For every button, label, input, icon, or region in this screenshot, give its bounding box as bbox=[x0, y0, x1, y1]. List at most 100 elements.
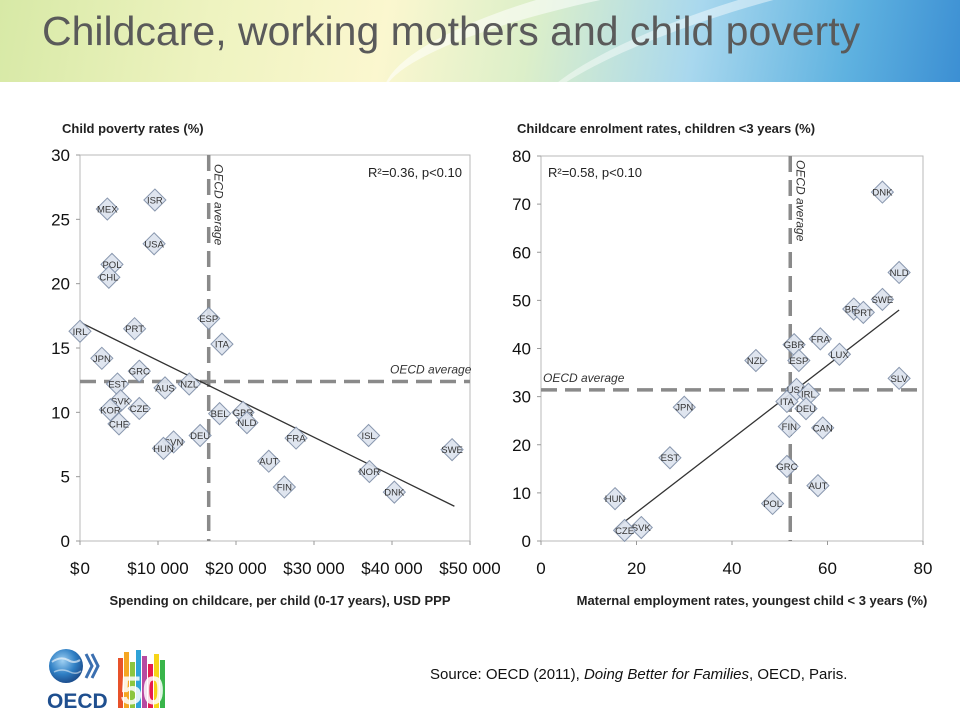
chart1-point-marker bbox=[122, 316, 147, 341]
chart2-point-marker bbox=[612, 518, 637, 543]
chart2-x-tick-label: 20 bbox=[627, 559, 646, 578]
chart1-point-marker bbox=[127, 359, 151, 383]
chart1-point-marker bbox=[127, 396, 151, 421]
chart1-point-marker bbox=[272, 475, 297, 499]
chart2-point-marker bbox=[777, 414, 802, 439]
chart1-point-label: JPN bbox=[93, 354, 111, 365]
chart1-point-label: ISL bbox=[361, 431, 375, 442]
chart1-point-label: FIN bbox=[277, 482, 292, 493]
chart2-point-label: AUT bbox=[808, 481, 827, 492]
chart2-x-tick-label: 80 bbox=[914, 559, 933, 578]
chart2-point-label: GBR bbox=[784, 340, 805, 351]
chart2-plot-area bbox=[540, 155, 924, 542]
chart1-y-tick-label: 0 bbox=[61, 532, 70, 551]
chart1-x-tick-label: $10 000 bbox=[127, 559, 188, 578]
chart2-point-label: CZE bbox=[615, 526, 634, 537]
chart2-point-label: PRT bbox=[854, 308, 873, 319]
chart1-point-marker bbox=[210, 332, 234, 356]
chart1-point-label: MEX bbox=[97, 205, 118, 216]
chart2-point-marker bbox=[775, 389, 799, 414]
chart2-point-label: CAN bbox=[813, 423, 833, 434]
chart1-point-marker bbox=[207, 401, 232, 426]
chart2-point-label: SVK bbox=[632, 523, 652, 534]
chart1-point-label: GBR bbox=[233, 408, 254, 419]
chart2-oecd-average-label-v: OECD average bbox=[793, 160, 807, 242]
logo-number: 50 bbox=[120, 669, 165, 712]
chart2-point-marker bbox=[851, 300, 876, 325]
chart1-point-label: CHE bbox=[109, 419, 129, 430]
chart1-point-marker bbox=[90, 346, 114, 371]
chart1-point-label: BEL bbox=[211, 409, 229, 420]
globe-icon bbox=[49, 649, 83, 683]
chart1-point-label: NZL bbox=[180, 380, 198, 391]
chart1-point-label: ISR bbox=[147, 196, 163, 207]
chart1-point-label: SVK bbox=[111, 396, 131, 407]
chart1-point-label: CHL bbox=[99, 273, 118, 284]
chart1-point-marker bbox=[177, 372, 201, 396]
chart2-y-tick-label: 30 bbox=[512, 388, 531, 407]
chart1-point-label: ITA bbox=[215, 340, 230, 351]
chart1-x-tick-label: $ 0 bbox=[70, 559, 90, 578]
chart1-point-marker bbox=[356, 423, 381, 448]
chart2-y-tick-label: 20 bbox=[512, 436, 531, 455]
chart2-point-marker bbox=[629, 515, 653, 540]
chart2-y-tick-label: 50 bbox=[512, 291, 531, 310]
chart2-point-marker bbox=[870, 287, 895, 312]
chart2-point-label: SLV bbox=[890, 374, 908, 385]
chart1-x-tick-label: $30 000 bbox=[283, 559, 344, 578]
chart2-trend-line bbox=[614, 309, 900, 530]
chart1-point-marker bbox=[188, 423, 212, 448]
chart1-point-marker bbox=[142, 232, 166, 256]
chart2-point-label: DNK bbox=[872, 188, 893, 199]
chart1-point-label: POL bbox=[102, 260, 121, 271]
chart2-y-axis-title: Childcare enrolment rates, children <3 y… bbox=[517, 121, 815, 136]
chart1-plot-area bbox=[79, 154, 471, 542]
logo-text: OECD bbox=[47, 690, 108, 712]
chart2-y-tick-label: 70 bbox=[512, 195, 531, 214]
chart1-y-tick-label: 10 bbox=[51, 403, 70, 422]
chart2-point-marker bbox=[760, 491, 785, 516]
chart1-oecd-average-label-v: OECD average bbox=[212, 164, 226, 246]
chart2-point-label: USA bbox=[787, 385, 807, 396]
chart1-point-marker bbox=[95, 197, 120, 221]
chart1-y-tick-label: 30 bbox=[51, 146, 70, 165]
chart1-point-marker bbox=[196, 306, 221, 331]
chart1-point-marker bbox=[235, 410, 259, 435]
chart2-point-label: SWE bbox=[872, 295, 894, 306]
chart2-x-tick-label: 0 bbox=[536, 559, 545, 578]
chart2-point-marker bbox=[603, 486, 627, 511]
chart1-point-label: SVN bbox=[164, 437, 184, 448]
chart1-point-label: GRC bbox=[129, 367, 150, 378]
chart1-point-marker bbox=[151, 436, 176, 461]
chart1-point-label: PRT bbox=[125, 324, 144, 335]
chart2-point-label: ESP bbox=[789, 356, 808, 367]
chart1-point-label: AUS bbox=[155, 383, 175, 394]
chart1-point-label: USA bbox=[144, 239, 164, 250]
chart2-point-label: DEU bbox=[796, 404, 816, 415]
chart2-y-tick-label: 10 bbox=[512, 484, 531, 503]
chart2-point-marker bbox=[808, 327, 833, 351]
chart2-point-label: EST bbox=[661, 453, 680, 464]
chart2-point-label: NZL bbox=[747, 356, 765, 367]
chart2-oecd-average-label-h: OECD average bbox=[543, 371, 625, 385]
chart1-point-label: EST bbox=[108, 380, 127, 391]
source-note: Source: OECD (2011), Doing Better for Fa… bbox=[430, 666, 847, 683]
chart2-point-marker bbox=[827, 342, 852, 366]
chart2-x-tick-label: 40 bbox=[723, 559, 742, 578]
page-title: Childcare, working mothers and child pov… bbox=[42, 8, 861, 54]
source-italic: Doing Better for Families bbox=[583, 666, 750, 683]
chart2-point-marker bbox=[870, 180, 895, 204]
chart2-point-marker bbox=[806, 473, 830, 498]
chart1-point-label: DEU bbox=[190, 431, 210, 442]
chart1-x-tick-label: $20 000 bbox=[205, 559, 266, 578]
chart2-point-label: HUN bbox=[605, 494, 626, 505]
chart2-y-tick-label: 40 bbox=[512, 340, 531, 359]
chart1-point-marker bbox=[440, 437, 464, 462]
chart2-y-tick-label: 60 bbox=[512, 243, 531, 262]
chart1-r2-annotation: R²=0.36, p<0.10 bbox=[368, 165, 462, 180]
chart2-point-label: FIN bbox=[782, 422, 797, 433]
chart1-x-tick-label: $50 000 bbox=[439, 559, 500, 578]
chart1-point-marker bbox=[382, 480, 407, 504]
chart1-point-label: SWE bbox=[441, 445, 463, 456]
